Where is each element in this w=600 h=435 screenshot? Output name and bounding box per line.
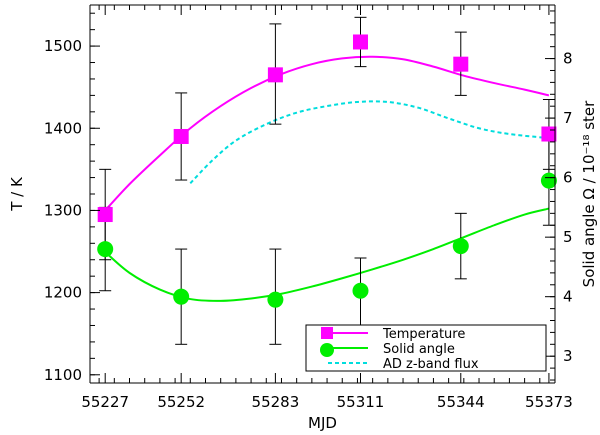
y-left-tick-label: 1200 <box>44 284 82 302</box>
y-right-tick-label: 7 <box>563 109 573 127</box>
x-axis-title: MJD <box>308 414 337 432</box>
data-point-temperature <box>173 128 189 144</box>
y-left-tick-label: 1300 <box>44 201 82 219</box>
legend-marker-square <box>321 327 333 339</box>
x-tick-label: 55283 <box>252 393 300 411</box>
legend-label: AD z-band flux <box>383 357 479 372</box>
y-left-tick-label: 1500 <box>44 37 82 55</box>
data-point-solid-angle <box>173 288 190 305</box>
series-line-temperature <box>104 55 550 212</box>
axes: 55227 55252 55283 55311 55344 55373 1100 1200 13… <box>8 4 598 432</box>
curves <box>104 55 550 302</box>
legend-label: Solid angle <box>383 342 455 357</box>
data-point-solid-angle <box>97 241 114 258</box>
y-right-tick-label: 4 <box>563 288 573 306</box>
y-axis-left-title: T / K <box>8 176 26 212</box>
data-point-temperature <box>267 67 283 83</box>
data-point-solid-angle <box>452 238 469 255</box>
y-right-tick-label: 6 <box>563 169 573 187</box>
x-tick-label: 55311 <box>337 393 385 411</box>
data-point-solid-angle <box>267 291 284 308</box>
y-left-tick-label: 1100 <box>44 366 82 384</box>
x-tick-label: 55373 <box>525 393 573 411</box>
data-point-temperature <box>453 56 469 72</box>
y-right-tick-label: 3 <box>563 347 573 365</box>
series-line-solid-angle <box>104 207 550 302</box>
legend-label: Temperature <box>382 327 465 342</box>
y-left-tick-label: 1400 <box>44 119 82 137</box>
y-axis-right-title: Solid angle Ω / 10⁻¹⁸ ster <box>580 100 598 287</box>
data-point-solid-angle <box>352 282 369 299</box>
markers <box>97 34 557 308</box>
y-right-tick-label: 8 <box>563 50 573 68</box>
legend-marker-circle <box>320 343 334 357</box>
data-point-temperature <box>352 34 368 50</box>
error-bars <box>99 16 555 345</box>
y-right-tick-label: 5 <box>563 228 573 246</box>
data-point-solid-angle <box>540 172 557 189</box>
x-tick-label: 55344 <box>437 393 485 411</box>
series-line-ad-z-band-flux <box>189 100 550 185</box>
data-point-temperature <box>97 207 113 223</box>
data-point-temperature <box>541 126 557 142</box>
x-tick-label: 55252 <box>157 393 205 411</box>
x-tick-label: 55227 <box>81 393 129 411</box>
